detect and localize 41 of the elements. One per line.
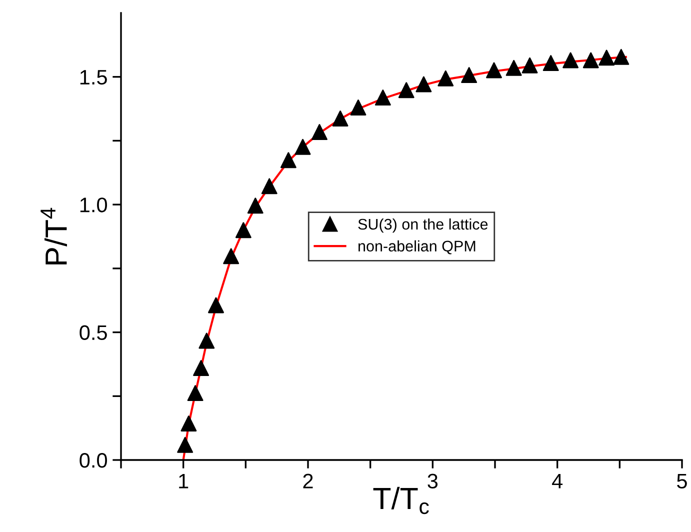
point [506, 60, 522, 76]
point [542, 55, 559, 72]
point [294, 138, 311, 155]
point [208, 297, 224, 314]
y-axis-title: P/T$^{4}$ [40, 208, 67, 264]
point [198, 332, 215, 349]
x-tick-label: 4 [552, 474, 563, 488]
y-tick-label: 1.5 [80, 70, 107, 85]
legend-label: non-abelian QPM [358, 240, 476, 254]
y-tick-label: 0.5 [80, 325, 107, 340]
point [193, 360, 210, 376]
point [438, 70, 454, 86]
point [522, 57, 538, 74]
legend-label: SU(3) on the lattice [358, 218, 488, 233]
point [177, 436, 194, 453]
x-tick-label: 3 [428, 474, 438, 488]
point [486, 62, 502, 78]
point [280, 152, 296, 168]
point [374, 90, 391, 106]
y-tick-label: 0.0 [80, 453, 107, 468]
point [235, 222, 252, 238]
point [613, 48, 630, 65]
point [180, 415, 197, 432]
point [261, 178, 278, 194]
x-axis-title: T/T$_{c}$ [373, 486, 429, 514]
point [416, 76, 432, 92]
point [562, 52, 579, 68]
point [247, 198, 264, 214]
point [398, 82, 414, 98]
x-tick-label: 1 [179, 474, 188, 488]
point [187, 385, 204, 402]
point [223, 248, 240, 264]
point [350, 100, 366, 116]
point [311, 124, 328, 140]
y-tick-label: 1.0 [80, 198, 107, 212]
x-tick-label: 5 [677, 474, 687, 488]
point [461, 67, 478, 84]
point [332, 110, 348, 126]
point [598, 50, 615, 66]
point [582, 52, 599, 68]
x-tick-label: 2 [303, 474, 313, 488]
